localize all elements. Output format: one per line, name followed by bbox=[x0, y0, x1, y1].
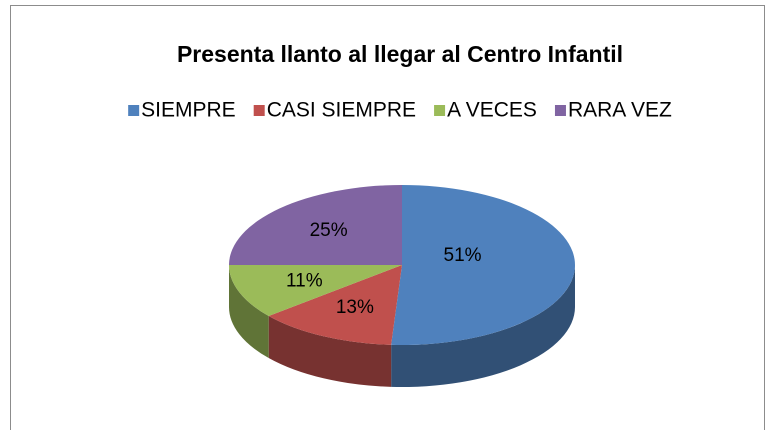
legend-label: SIEMPRE bbox=[141, 99, 236, 122]
legend-swatch bbox=[253, 105, 265, 116]
legend-swatch bbox=[434, 105, 446, 116]
pie-slice bbox=[391, 185, 575, 345]
legend-label: CASI SIEMPRE bbox=[267, 99, 416, 122]
pie-side bbox=[268, 315, 392, 387]
pie-tops bbox=[229, 185, 575, 345]
pie-side bbox=[391, 265, 575, 387]
data-label: 51% bbox=[444, 245, 482, 266]
pie-slice bbox=[229, 185, 402, 265]
data-label: 13% bbox=[336, 297, 374, 318]
pie-slice bbox=[268, 265, 402, 345]
legend-label: RARA VEZ bbox=[568, 99, 672, 122]
data-label: 25% bbox=[310, 220, 348, 241]
pie-slice bbox=[229, 265, 402, 316]
pie-side bbox=[229, 265, 269, 358]
legend-label: A VECES bbox=[447, 99, 537, 122]
legend: SIEMPRE CASI SIEMPRE A VECES RARA VEZ bbox=[128, 99, 672, 122]
legend-swatch bbox=[128, 105, 140, 116]
data-label: 11% bbox=[286, 270, 323, 291]
legend-swatch bbox=[554, 105, 566, 116]
data-labels: 51% 13% 11% 25% bbox=[286, 220, 482, 318]
chart-title: Presenta llanto al llegar al Centro Infa… bbox=[177, 41, 623, 67]
pie-sides bbox=[229, 265, 575, 387]
